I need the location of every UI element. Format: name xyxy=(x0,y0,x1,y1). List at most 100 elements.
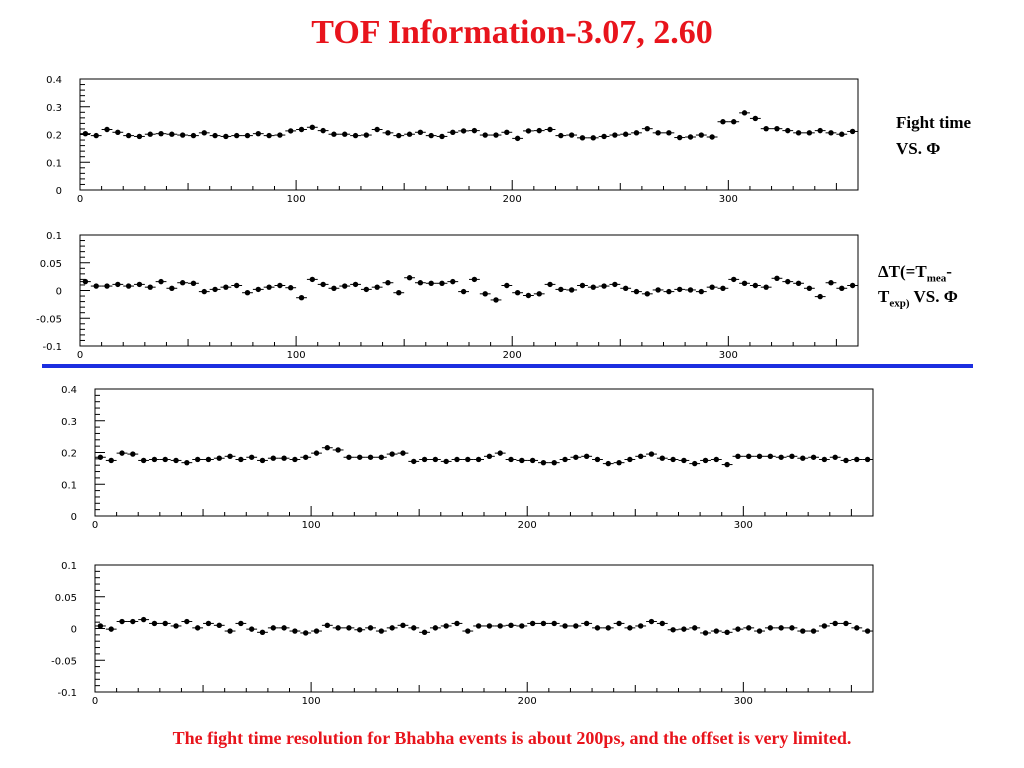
data-point xyxy=(248,626,255,632)
data-point xyxy=(601,283,607,289)
data-point xyxy=(514,290,521,296)
x-tick-label: 100 xyxy=(287,350,306,361)
data-point xyxy=(270,625,276,631)
slide-title: TOF Information-3.07, 2.60 xyxy=(311,14,713,51)
data-point xyxy=(357,627,363,633)
data-point xyxy=(363,132,370,138)
data-point xyxy=(421,456,428,463)
data-point xyxy=(573,623,579,629)
data-point xyxy=(731,276,737,283)
data-point xyxy=(789,453,795,460)
data-point xyxy=(551,620,557,627)
delta-t-label: ΔT(=Tmea- Texp) VS. Φ xyxy=(878,261,958,311)
plot-frame xyxy=(79,78,859,191)
data-point xyxy=(767,453,774,460)
data-point xyxy=(666,130,672,136)
data-point xyxy=(130,451,136,457)
data-point xyxy=(417,280,424,286)
fight-time-label-line2: VS. Φ xyxy=(896,138,941,158)
data-point xyxy=(108,457,114,464)
data-point xyxy=(140,457,147,464)
delta-t-label-prefix: ΔT(=T xyxy=(878,262,927,281)
data-point xyxy=(313,450,320,456)
data-point xyxy=(266,284,272,290)
y-tick-label: 0.4 xyxy=(61,385,77,396)
data-point xyxy=(471,127,478,134)
data-point xyxy=(190,132,197,139)
data-point xyxy=(677,286,683,293)
data-point xyxy=(400,450,406,456)
y-tick-label: 0.2 xyxy=(46,131,62,142)
data-point xyxy=(558,132,564,139)
data-point xyxy=(590,284,596,290)
data-point xyxy=(828,130,834,136)
data-point xyxy=(536,291,542,297)
data-point xyxy=(400,622,406,629)
data-point xyxy=(313,628,320,634)
x-tick-label: 200 xyxy=(503,194,522,205)
data-point xyxy=(303,630,309,636)
data-point xyxy=(346,625,352,631)
data-point xyxy=(752,282,759,289)
data-point xyxy=(396,290,402,296)
data-point xyxy=(763,284,769,290)
data-point xyxy=(709,284,715,290)
data-point xyxy=(93,283,99,289)
data-point xyxy=(216,622,222,629)
delta-t-label-sub-exp: exp) xyxy=(889,297,910,310)
data-point xyxy=(677,134,683,141)
data-point xyxy=(173,457,179,464)
data-point xyxy=(692,460,698,467)
data-point xyxy=(270,455,276,461)
y-tick-label: 0.05 xyxy=(55,593,77,604)
y-tick-label: -0.05 xyxy=(51,656,77,667)
data-point xyxy=(594,456,601,463)
data-point xyxy=(504,129,510,135)
data-point xyxy=(698,132,705,138)
data-point xyxy=(331,131,337,137)
x-tick-label: 100 xyxy=(302,696,321,707)
data-point xyxy=(140,616,147,623)
data-point xyxy=(411,458,417,465)
data-point xyxy=(832,454,838,460)
y-tick-label: 0 xyxy=(71,625,77,636)
data-point xyxy=(216,455,222,461)
data-point xyxy=(540,459,547,466)
data-point xyxy=(486,453,493,460)
data-point xyxy=(633,288,640,295)
data-point xyxy=(374,126,380,133)
data-point xyxy=(821,623,828,629)
data-point xyxy=(367,625,374,631)
data-point xyxy=(309,124,316,130)
data-point xyxy=(817,127,823,134)
data-point xyxy=(698,288,705,295)
data-point xyxy=(184,618,190,625)
data-point xyxy=(352,281,359,288)
data-point xyxy=(428,280,434,286)
data-point xyxy=(497,450,503,456)
data-point xyxy=(194,456,201,463)
data-point xyxy=(579,282,586,289)
data-point xyxy=(292,456,298,463)
data-point xyxy=(493,132,499,138)
data-point xyxy=(194,625,201,631)
data-point xyxy=(151,456,158,463)
data-point xyxy=(82,278,89,285)
data-point xyxy=(363,286,370,293)
data-point xyxy=(125,132,132,139)
data-point xyxy=(583,453,590,460)
data-point xyxy=(320,127,326,134)
data-point xyxy=(277,132,283,138)
data-point xyxy=(687,287,694,293)
data-point xyxy=(547,281,553,288)
data-point xyxy=(179,132,186,138)
data-point xyxy=(616,459,622,466)
data-point xyxy=(800,628,806,634)
data-point xyxy=(158,130,164,137)
data-point xyxy=(233,282,240,289)
data-point xyxy=(151,620,158,627)
data-point xyxy=(367,454,374,460)
data-point xyxy=(849,128,856,135)
data-point xyxy=(428,132,434,139)
data-point xyxy=(227,628,233,634)
